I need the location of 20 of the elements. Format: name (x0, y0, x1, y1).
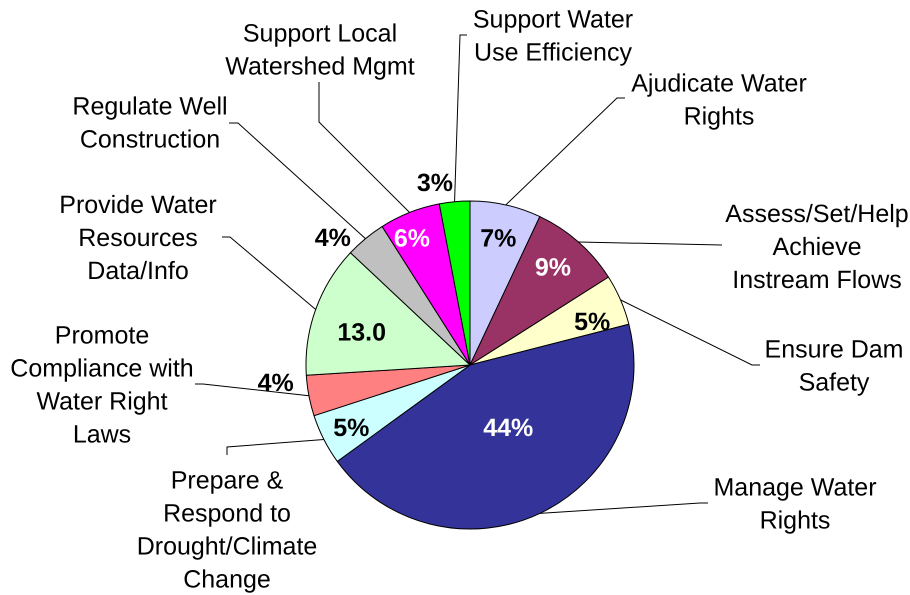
slice-label: Support Local Watershed Mgmt (225, 20, 415, 80)
data-label: 3% (416, 169, 454, 198)
data-label: 5% (574, 308, 610, 336)
slice-label: Promote Compliance with Water Right Laws (10, 322, 194, 448)
data-label: 9% (534, 254, 571, 282)
data-label: 6% (394, 224, 430, 252)
slice-label: Prepare & Respond to Drought/Climate Change (136, 466, 318, 594)
data-label: 4% (314, 224, 351, 252)
data-label: 7% (480, 224, 516, 253)
slice-label: Manage Water Rights (713, 474, 877, 534)
slice-label: Assess/Set/Help Achieve Instream Flows (725, 200, 909, 294)
slice-label: Regulate Well Construction (72, 92, 228, 154)
data-label: 4% (258, 369, 294, 398)
slice-label: Support Water Use Efficiency (472, 6, 634, 66)
slice-label: Ensure Dam Safety (764, 336, 904, 396)
slice-label: Provide Water Resources Data/Info (59, 191, 217, 285)
data-label: 5% (333, 414, 370, 442)
data-label: 13.0 (337, 318, 386, 346)
data-label: 44% (483, 414, 534, 442)
slice-label: Ajudicate Water Rights (631, 70, 807, 130)
